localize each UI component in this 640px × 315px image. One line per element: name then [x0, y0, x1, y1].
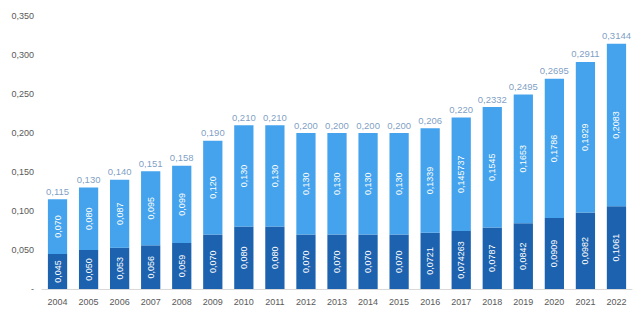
svg-text:0,050: 0,050 — [84, 258, 94, 281]
svg-text:0,1061: 0,1061 — [611, 234, 621, 262]
svg-text:0,1653: 0,1653 — [518, 145, 528, 173]
svg-text:0,070: 0,070 — [53, 215, 63, 238]
svg-text:0,158: 0,158 — [170, 152, 194, 163]
svg-text:2014: 2014 — [358, 297, 378, 307]
svg-text:0,2083: 0,2083 — [611, 111, 621, 139]
svg-text:2012: 2012 — [296, 297, 316, 307]
svg-text:0,350: 0,350 — [11, 11, 34, 21]
svg-text:0,200: 0,200 — [294, 120, 318, 131]
svg-text:0,115: 0,115 — [46, 186, 69, 197]
svg-text:0,220: 0,220 — [449, 104, 473, 115]
svg-text:0,1339: 0,1339 — [425, 167, 435, 195]
svg-text:0,080: 0,080 — [239, 247, 249, 270]
svg-text:0,130: 0,130 — [332, 172, 342, 195]
svg-text:0,0909: 0,0909 — [549, 240, 559, 268]
svg-text:0,053: 0,053 — [115, 257, 125, 280]
svg-text:0,130: 0,130 — [270, 165, 280, 188]
svg-text:2005: 2005 — [79, 297, 99, 307]
svg-text:0,0787: 0,0787 — [487, 245, 497, 273]
svg-text:2022: 2022 — [606, 297, 626, 307]
svg-text:0,070: 0,070 — [332, 250, 342, 273]
svg-text:0,200: 0,200 — [387, 120, 411, 131]
svg-text:0,210: 0,210 — [232, 112, 256, 123]
svg-text:0,3144: 0,3144 — [602, 30, 631, 41]
svg-text:0,130: 0,130 — [394, 172, 404, 195]
svg-text:0,070: 0,070 — [301, 250, 311, 273]
svg-text:0,206: 0,206 — [418, 115, 442, 126]
svg-text:0,2695: 0,2695 — [540, 65, 569, 76]
svg-text:0,2911: 0,2911 — [571, 48, 599, 59]
svg-text:0,190: 0,190 — [201, 127, 225, 138]
svg-text:0,080: 0,080 — [84, 208, 94, 231]
svg-text:0,087: 0,087 — [115, 202, 125, 225]
svg-text:0,200: 0,200 — [325, 120, 349, 131]
svg-text:2017: 2017 — [451, 297, 471, 307]
svg-text:0,1545: 0,1545 — [487, 154, 497, 182]
svg-text:0,130: 0,130 — [77, 174, 101, 185]
svg-text:0,120: 0,120 — [208, 176, 218, 199]
svg-text:0,2495: 0,2495 — [509, 81, 538, 92]
svg-text:0,140: 0,140 — [108, 166, 132, 177]
svg-text:0,1929: 0,1929 — [580, 123, 590, 151]
svg-text:0,130: 0,130 — [363, 172, 373, 195]
svg-text:2011: 2011 — [265, 297, 284, 307]
svg-text:0,070: 0,070 — [208, 250, 218, 273]
svg-text:2020: 2020 — [544, 297, 564, 307]
svg-text:0,056: 0,056 — [146, 256, 156, 279]
svg-text:0,2332: 0,2332 — [478, 94, 507, 105]
svg-text:0,095: 0,095 — [146, 197, 156, 220]
svg-text:2016: 2016 — [420, 297, 440, 307]
svg-text:2013: 2013 — [327, 297, 347, 307]
svg-text:2019: 2019 — [513, 297, 533, 307]
svg-text:0,045: 0,045 — [53, 260, 63, 283]
svg-text:2008: 2008 — [172, 297, 192, 307]
svg-text:2015: 2015 — [389, 297, 409, 307]
svg-text:0,130: 0,130 — [301, 172, 311, 195]
svg-text:0,080: 0,080 — [270, 247, 280, 270]
svg-text:0,300: 0,300 — [11, 50, 34, 60]
svg-text:0,130: 0,130 — [239, 165, 249, 188]
svg-text:0,070: 0,070 — [363, 250, 373, 273]
svg-text:2007: 2007 — [141, 297, 161, 307]
svg-text:2018: 2018 — [482, 297, 502, 307]
svg-text:2006: 2006 — [110, 297, 130, 307]
svg-text:0,150: 0,150 — [11, 167, 34, 177]
svg-text:0,100: 0,100 — [11, 206, 34, 216]
svg-text:0,200: 0,200 — [356, 120, 380, 131]
svg-text:0,050: 0,050 — [11, 245, 34, 255]
svg-text:0,200: 0,200 — [11, 128, 34, 138]
svg-text:0,0721: 0,0721 — [425, 247, 435, 275]
svg-text:0,099: 0,099 — [177, 193, 187, 216]
svg-text:0,0982: 0,0982 — [580, 237, 590, 265]
svg-text:2004: 2004 — [48, 297, 68, 307]
svg-text:0,070: 0,070 — [394, 250, 404, 273]
svg-text:-: - — [31, 284, 34, 294]
svg-text:0,1786: 0,1786 — [549, 135, 559, 163]
svg-text:2009: 2009 — [203, 297, 223, 307]
svg-text:2010: 2010 — [234, 297, 254, 307]
svg-text:0,145737: 0,145737 — [456, 155, 466, 193]
svg-text:0,151: 0,151 — [139, 158, 163, 169]
svg-text:0,074263: 0,074263 — [456, 241, 466, 279]
svg-text:0,210: 0,210 — [263, 112, 287, 123]
svg-text:2021: 2021 — [575, 297, 595, 307]
svg-text:0,0842: 0,0842 — [518, 242, 528, 270]
svg-text:0,250: 0,250 — [11, 89, 34, 99]
svg-text:0,059: 0,059 — [177, 255, 187, 278]
